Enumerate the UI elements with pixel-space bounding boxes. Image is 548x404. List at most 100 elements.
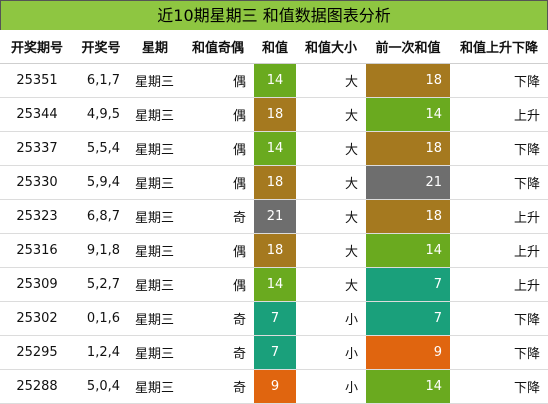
cell-issue: 25351: [0, 63, 74, 98]
cell-issue: 25330: [0, 165, 74, 200]
cell-parity: 偶: [182, 131, 254, 166]
cell-trend: 下降: [450, 131, 548, 166]
table-row: 25323 6,8,7 星期三奇 21 大 18 上升: [0, 199, 548, 234]
cell-trend: 上升: [450, 233, 548, 268]
header-size: 和值大小: [296, 30, 366, 64]
cell-sum: 18: [254, 233, 296, 268]
cell-trend: 上升: [450, 199, 548, 234]
cell-prev-sum: 18: [366, 199, 450, 234]
cell-sum: 7: [254, 335, 296, 370]
cell-issue: 25323: [0, 199, 74, 234]
cell-trend: 上升: [450, 97, 548, 132]
cell-numbers: 4,9,5: [74, 97, 128, 132]
table-row: 25295 1,2,4 星期三奇 7 小 9 下降: [0, 335, 548, 370]
table-row: 25316 9,1,8 星期三偶 18 大 14 上升: [0, 233, 548, 268]
cell-issue: 25316: [0, 233, 74, 268]
cell-numbers: 9,1,8: [74, 233, 128, 268]
cell-issue: 25288: [0, 369, 74, 404]
header-numbers: 开奖号: [74, 30, 128, 64]
cell-weekday: 星期三: [128, 131, 182, 166]
cell-parity: 奇: [182, 301, 254, 336]
cell-prev-sum: 18: [366, 131, 450, 166]
cell-weekday: 星期三: [128, 63, 182, 98]
cell-sum: 18: [254, 97, 296, 132]
page-title: 近10期星期三 和值数据图表分析: [0, 0, 548, 30]
cell-size: 大: [296, 63, 366, 98]
header-trend: 和值上升下降: [450, 30, 548, 64]
cell-weekday: 星期三: [128, 301, 182, 336]
cell-numbers: 1,2,4: [74, 335, 128, 370]
cell-sum: 7: [254, 301, 296, 336]
cell-weekday: 星期三: [128, 335, 182, 370]
cell-size: 小: [296, 335, 366, 370]
sum-data-table: 开奖期号 开奖号 星期 和值奇偶 和值 和值大小 前一次和值 和值上升下降 25…: [0, 30, 548, 404]
cell-numbers: 5,2,7: [74, 267, 128, 302]
cell-parity: 偶: [182, 63, 254, 98]
cell-parity: 奇: [182, 335, 254, 370]
cell-prev-sum: 14: [366, 97, 450, 132]
cell-prev-sum: 9: [366, 335, 450, 370]
cell-parity: 奇: [182, 199, 254, 234]
cell-issue: 25295: [0, 335, 74, 370]
cell-numbers: 5,5,4: [74, 131, 128, 166]
table-row: 25302 0,1,6 星期三奇 7 小 7 下降: [0, 301, 548, 336]
table-row: 25344 4,9,5 星期三偶 18 大 14 上升: [0, 97, 548, 132]
cell-prev-sum: 21: [366, 165, 450, 200]
cell-issue: 25302: [0, 301, 74, 336]
header-sum: 和值: [254, 30, 296, 64]
cell-parity: 奇: [182, 369, 254, 404]
cell-size: 大: [296, 165, 366, 200]
cell-sum: 14: [254, 63, 296, 98]
table-header-row: 开奖期号 开奖号 星期 和值奇偶 和值 和值大小 前一次和值 和值上升下降: [0, 30, 548, 64]
cell-trend: 上升: [450, 267, 548, 302]
cell-issue: 25309: [0, 267, 74, 302]
cell-size: 大: [296, 267, 366, 302]
cell-prev-sum: 14: [366, 369, 450, 404]
header-weekday: 星期: [128, 30, 182, 64]
cell-sum: 9: [254, 369, 296, 404]
cell-parity: 偶: [182, 267, 254, 302]
cell-sum: 14: [254, 131, 296, 166]
header-parity: 和值奇偶: [182, 30, 254, 64]
cell-weekday: 星期三: [128, 97, 182, 132]
cell-prev-sum: 14: [366, 233, 450, 268]
cell-sum: 21: [254, 199, 296, 234]
cell-numbers: 6,8,7: [74, 199, 128, 234]
cell-parity: 偶: [182, 165, 254, 200]
table-row: 25309 5,2,7 星期三偶 14 大 7 上升: [0, 267, 548, 302]
cell-size: 小: [296, 301, 366, 336]
cell-prev-sum: 7: [366, 267, 450, 302]
cell-trend: 下降: [450, 63, 548, 98]
cell-parity: 偶: [182, 97, 254, 132]
table-row: 25330 5,9,4 星期三偶 18 大 21 下降: [0, 165, 548, 200]
header-prev-sum: 前一次和值: [366, 30, 450, 64]
header-issue: 开奖期号: [0, 30, 74, 64]
cell-size: 大: [296, 233, 366, 268]
cell-trend: 下降: [450, 369, 548, 404]
cell-weekday: 星期三: [128, 267, 182, 302]
cell-weekday: 星期三: [128, 369, 182, 404]
cell-numbers: 0,1,6: [74, 301, 128, 336]
cell-size: 大: [296, 97, 366, 132]
cell-sum: 14: [254, 267, 296, 302]
cell-numbers: 5,0,4: [74, 369, 128, 404]
cell-weekday: 星期三: [128, 199, 182, 234]
table-row: 25351 6,1,7 星期三偶 14 大 18 下降: [0, 63, 548, 98]
table-row: 25288 5,0,4 星期三奇 9 小 14 下降: [0, 369, 548, 404]
cell-prev-sum: 18: [366, 63, 450, 98]
cell-trend: 下降: [450, 165, 548, 200]
cell-trend: 下降: [450, 335, 548, 370]
cell-numbers: 5,9,4: [74, 165, 128, 200]
cell-trend: 下降: [450, 301, 548, 336]
cell-weekday: 星期三: [128, 165, 182, 200]
cell-weekday: 星期三: [128, 233, 182, 268]
cell-size: 小: [296, 369, 366, 404]
cell-issue: 25344: [0, 97, 74, 132]
table-row: 25337 5,5,4 星期三偶 14 大 18 下降: [0, 131, 548, 166]
cell-numbers: 6,1,7: [74, 63, 128, 98]
cell-size: 大: [296, 199, 366, 234]
cell-size: 大: [296, 131, 366, 166]
cell-sum: 18: [254, 165, 296, 200]
cell-parity: 偶: [182, 233, 254, 268]
